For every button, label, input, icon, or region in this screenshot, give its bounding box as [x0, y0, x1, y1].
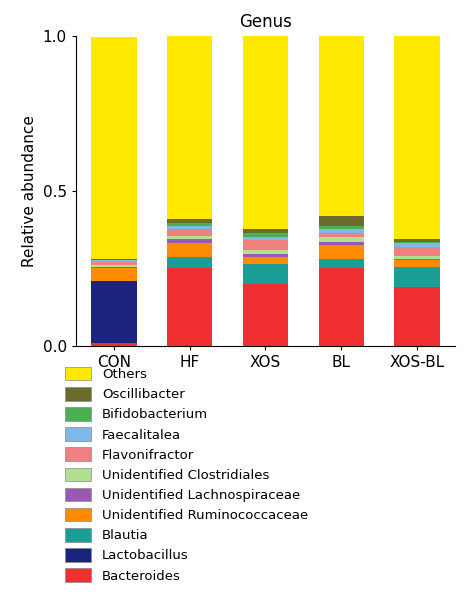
Bar: [243, 237, 288, 240]
Bar: [319, 229, 364, 232]
Bar: [394, 36, 440, 239]
Bar: [394, 239, 440, 242]
Title: Genus: Genus: [239, 14, 292, 32]
Bar: [394, 266, 440, 287]
Bar: [394, 256, 440, 259]
Bar: [167, 239, 212, 243]
Bar: [319, 36, 364, 216]
Bar: [167, 36, 212, 219]
Bar: [319, 259, 364, 268]
Bar: [167, 268, 212, 346]
Bar: [243, 229, 288, 232]
Bar: [319, 245, 364, 259]
Bar: [167, 235, 212, 239]
Legend: Others, Oscillibacter, Bifidobacterium, Faecalitalea, Flavonifractor, Unidentifi: Others, Oscillibacter, Bifidobacterium, …: [63, 364, 311, 585]
Bar: [394, 287, 440, 346]
Bar: [319, 237, 364, 242]
Bar: [319, 232, 364, 237]
Bar: [243, 240, 288, 250]
Bar: [91, 266, 137, 268]
Bar: [394, 243, 440, 247]
Bar: [243, 263, 288, 284]
Bar: [91, 38, 137, 259]
Bar: [91, 259, 137, 260]
Bar: [167, 229, 212, 235]
Y-axis label: Relative abundance: Relative abundance: [22, 115, 37, 266]
Bar: [91, 343, 137, 346]
Bar: [167, 224, 212, 226]
Bar: [91, 262, 137, 265]
Bar: [243, 232, 288, 237]
Bar: [319, 268, 364, 346]
Bar: [91, 265, 137, 266]
Bar: [167, 226, 212, 229]
Bar: [319, 226, 364, 229]
Bar: [167, 243, 212, 257]
Bar: [394, 259, 440, 260]
Bar: [319, 242, 364, 245]
Bar: [394, 242, 440, 243]
Bar: [243, 284, 288, 346]
Bar: [243, 254, 288, 257]
Bar: [394, 247, 440, 256]
Bar: [91, 268, 137, 281]
Bar: [394, 260, 440, 266]
Bar: [243, 257, 288, 263]
Bar: [91, 281, 137, 343]
Bar: [91, 260, 137, 262]
Bar: [319, 216, 364, 226]
Bar: [243, 36, 288, 229]
Bar: [167, 257, 212, 268]
Bar: [167, 219, 212, 224]
Bar: [243, 250, 288, 254]
